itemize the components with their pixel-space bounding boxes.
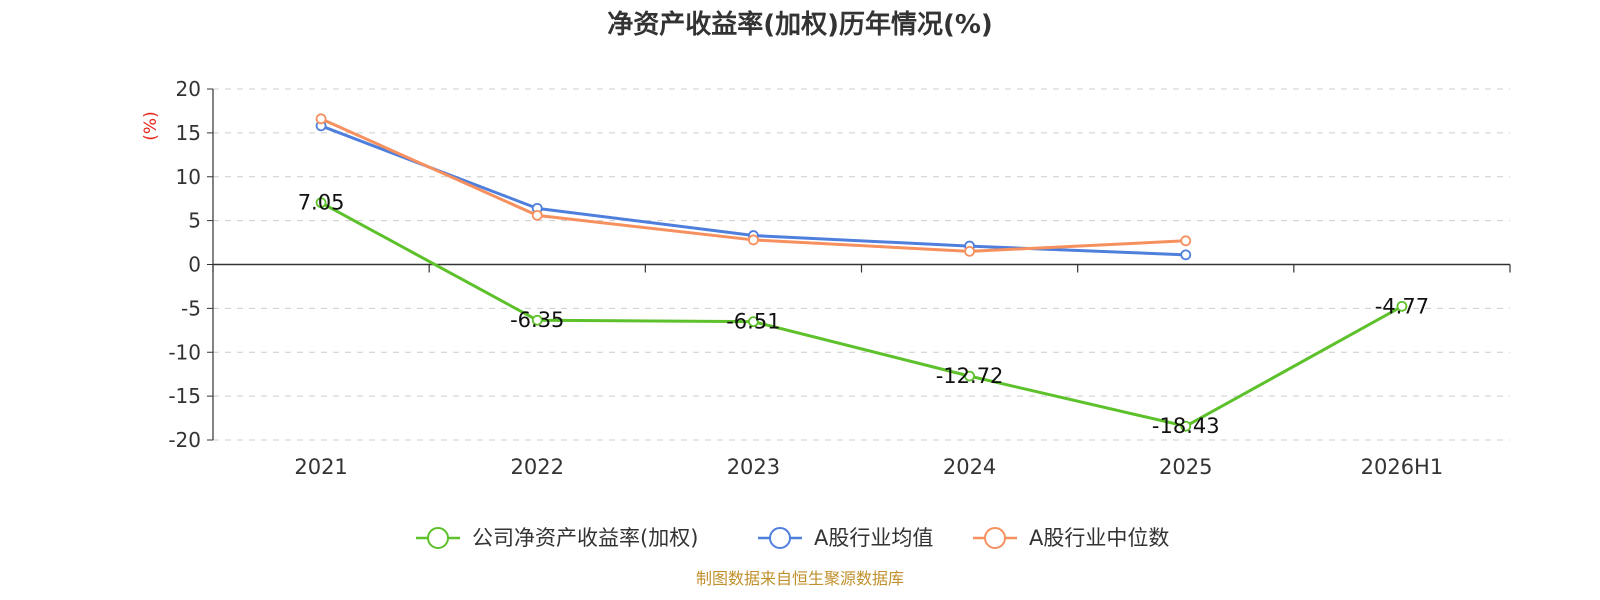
y-tick-label: -5	[181, 296, 201, 320]
data-label: -4.77	[1375, 294, 1429, 318]
legend-label: A股行业均值	[814, 526, 933, 550]
data-point	[748, 234, 759, 246]
y-tick-label: 15	[176, 121, 201, 145]
x-tick-label: 2022	[511, 455, 564, 479]
legend-swatch-marker	[427, 527, 449, 549]
x-tick-label: 2024	[943, 455, 996, 479]
legend-swatch-marker	[984, 527, 1006, 549]
chart-title: 净资产收益率(加权)历年情况(%)	[607, 9, 993, 40]
legend-label: 公司净资产收益率(加权)	[472, 526, 698, 550]
y-axis: 20 15 10 5 0 -5 -10 -15 -20	[168, 77, 214, 452]
data-label: -12.72	[936, 364, 1004, 388]
data-point	[315, 113, 327, 125]
x-tick-label: 2026H1	[1361, 455, 1444, 479]
series-lines	[315, 113, 1408, 432]
data-label: -6.51	[726, 310, 780, 334]
y-tick-label: 20	[176, 77, 201, 101]
data-point	[1180, 420, 1192, 432]
data-point	[964, 370, 975, 382]
x-axis: 2021 2022 2023 2024 2025 2026H1	[212, 263, 1511, 479]
data-point	[1180, 235, 1192, 247]
y-tick-label: 5	[188, 209, 201, 233]
data-point	[531, 314, 543, 326]
y-tick-label: -20	[168, 428, 201, 452]
data-point	[531, 209, 543, 221]
data-point	[1396, 300, 1408, 312]
legend-swatch-marker	[769, 527, 791, 549]
data-labels: 7.05 -6.35 -6.51 -12.72 -18.43 -4.77	[298, 191, 1429, 439]
series-line-0	[320, 201, 1403, 428]
data-label: -18.43	[1152, 414, 1220, 438]
data-point	[748, 316, 759, 328]
x-tick-label: 2023	[727, 455, 780, 479]
legend-label: A股行业中位数	[1029, 526, 1169, 550]
source-note: 制图数据来自恒生聚源数据库	[696, 569, 904, 588]
data-point	[964, 245, 975, 257]
y-tick-label: 0	[188, 253, 201, 277]
x-tick-label: 2021	[294, 455, 347, 479]
y-tick-label: -10	[168, 340, 201, 364]
legend: 公司净资产收益率(加权) A股行业均值 A股行业中位数	[416, 526, 1169, 550]
y-tick-label: 10	[176, 165, 201, 189]
y-tick-label: -15	[168, 384, 201, 408]
data-point	[315, 197, 327, 209]
data-label: 7.05	[298, 191, 345, 215]
data-point	[1180, 249, 1192, 261]
data-label: -6.35	[510, 308, 564, 332]
y-axis-unit: (%)	[141, 111, 161, 140]
grid-lines	[213, 88, 1510, 441]
x-tick-label: 2025	[1159, 455, 1212, 479]
